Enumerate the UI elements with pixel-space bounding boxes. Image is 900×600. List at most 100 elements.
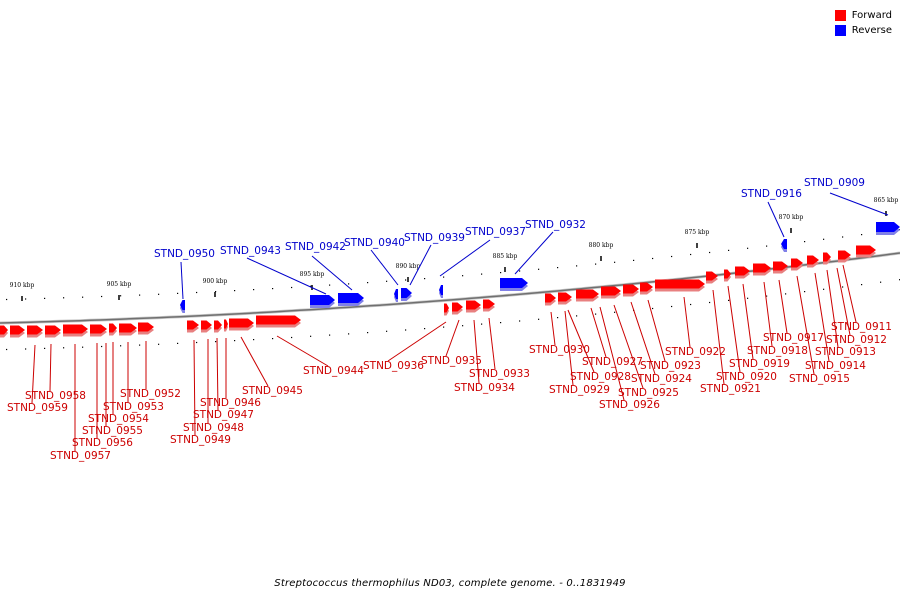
reverse-gene-label: STND_0940	[344, 237, 405, 249]
minor-tick	[595, 313, 597, 315]
minor-tick	[386, 330, 388, 332]
gene-arrow-body	[90, 324, 107, 334]
minor-tick	[215, 341, 217, 343]
forward-gene-label: STND_0911	[831, 321, 892, 333]
legend: Forward Reverse	[834, 8, 892, 38]
minor-tick	[652, 257, 654, 260]
gene-leader-line	[180, 261, 184, 300]
reverse-swatch	[834, 25, 846, 36]
minor-tick	[329, 284, 331, 286]
minor-tick	[139, 344, 141, 346]
forward-gene-arrow	[444, 303, 449, 316]
minor-tick	[671, 305, 673, 308]
gene-arrow-body	[576, 289, 599, 299]
forward-gene-label: STND_0956	[72, 437, 133, 449]
forward-gene-label: STND_0919	[729, 358, 790, 370]
forward-gene-label: STND_0947	[193, 409, 254, 421]
minor-tick	[709, 301, 711, 304]
forward-gene-label: STND_0946	[200, 397, 261, 409]
minor-tick	[348, 333, 350, 335]
gene-arrow-body	[10, 325, 25, 335]
forward-gene-arrow	[63, 324, 88, 337]
forward-gene-label: STND_0945	[242, 385, 303, 397]
gene-arrow-body	[773, 261, 788, 271]
gene-arrow-body	[0, 325, 8, 335]
reverse-gene-arrow	[394, 289, 398, 302]
reverse-gene-arrow	[338, 293, 364, 306]
reverse-gene-arrow	[439, 285, 443, 298]
gene-arrow-body	[229, 318, 254, 328]
gene-leader-line	[193, 339, 196, 436]
minor-tick	[709, 251, 711, 254]
minor-tick	[291, 336, 293, 339]
reverse-gene-arrow	[876, 222, 900, 235]
minor-tick	[690, 253, 692, 256]
gene-arrow-body	[807, 255, 819, 265]
scale-ticks: 865 kbp 870 kbp 875 kbp 880 kbp 885 kbp 890 k…	[6, 197, 900, 351]
gene-leader-line	[246, 257, 327, 295]
minor-tick	[785, 293, 787, 295]
forward-gene-label: STND_0954	[88, 413, 149, 425]
scale-tick-label: 910 kbp	[10, 282, 35, 289]
gene-leader-line	[712, 289, 725, 385]
reverse-gene-label: STND_0943	[220, 245, 281, 257]
reverse-gene-arrow	[500, 278, 528, 291]
genome-caption: Streptococcus thermophilus ND03, complet…	[274, 578, 626, 589]
minor-tick	[747, 297, 749, 299]
minor-tick	[158, 343, 160, 345]
minor-tick	[462, 325, 464, 327]
minor-tick	[614, 261, 616, 263]
gene-arrow-body	[452, 302, 463, 312]
gene-arrow-body	[466, 300, 481, 310]
minor-tick	[690, 303, 692, 306]
gene-arrow-body	[224, 319, 228, 329]
forward-gene-label: STND_0953	[103, 401, 164, 413]
gene-leader-line	[767, 201, 785, 238]
minor-tick	[519, 320, 521, 322]
gene-leader-line	[826, 269, 839, 348]
gene-leader-line	[311, 255, 353, 291]
forward-gene-arrow	[0, 325, 8, 338]
minor-tick	[329, 334, 331, 336]
gene-leader-line	[439, 239, 491, 277]
forward-gene-arrow	[856, 245, 876, 258]
minor-tick	[614, 311, 616, 313]
forward-gene-label: STND_0922	[665, 346, 726, 358]
forward-gene-arrow	[640, 282, 653, 295]
forward-gene-label: STND_0912	[826, 334, 887, 346]
gene-arrow-body	[545, 293, 556, 303]
scale-tick-label: 885 kbp	[493, 253, 518, 260]
gene-leader-line	[630, 301, 656, 375]
minor-tick	[481, 273, 483, 275]
forward-gene-label: STND_0917	[763, 332, 824, 344]
gene-leader-line	[763, 281, 773, 347]
minor-tick	[823, 238, 825, 240]
reverse-gene-label: STND_0939	[404, 232, 465, 244]
gene-arrow-body	[444, 303, 449, 313]
reverse-gene-arrow	[310, 295, 335, 308]
minor-tick	[310, 335, 312, 337]
forward-gene-arrow	[119, 323, 137, 336]
forward-gene-arrow	[655, 279, 705, 292]
legend-reverse-label: Reverse	[851, 25, 892, 36]
minor-tick	[101, 295, 103, 298]
forward-gene-label: STND_0927	[582, 356, 643, 368]
forward-gene-arrow	[214, 320, 222, 333]
forward-gene-label: STND_0955	[82, 425, 143, 437]
forward-gene-arrow	[201, 320, 212, 333]
gene-arrow-body	[706, 271, 718, 281]
minor-tick	[633, 259, 635, 261]
gene-leader-line	[473, 319, 480, 384]
gene-arrow-body	[735, 266, 750, 276]
minor-tick	[519, 270, 521, 272]
gene-leader-line	[488, 317, 496, 370]
gene-leader-line	[590, 307, 607, 358]
gene-arrow-body	[180, 300, 185, 310]
gene-arrow-body	[109, 323, 117, 333]
forward-gene-label: STND_0926	[599, 399, 660, 411]
gene-arrow-body	[558, 292, 572, 302]
genome-backbone	[0, 252, 900, 324]
minor-tick	[861, 234, 863, 236]
gene-arrow-body	[201, 320, 212, 330]
